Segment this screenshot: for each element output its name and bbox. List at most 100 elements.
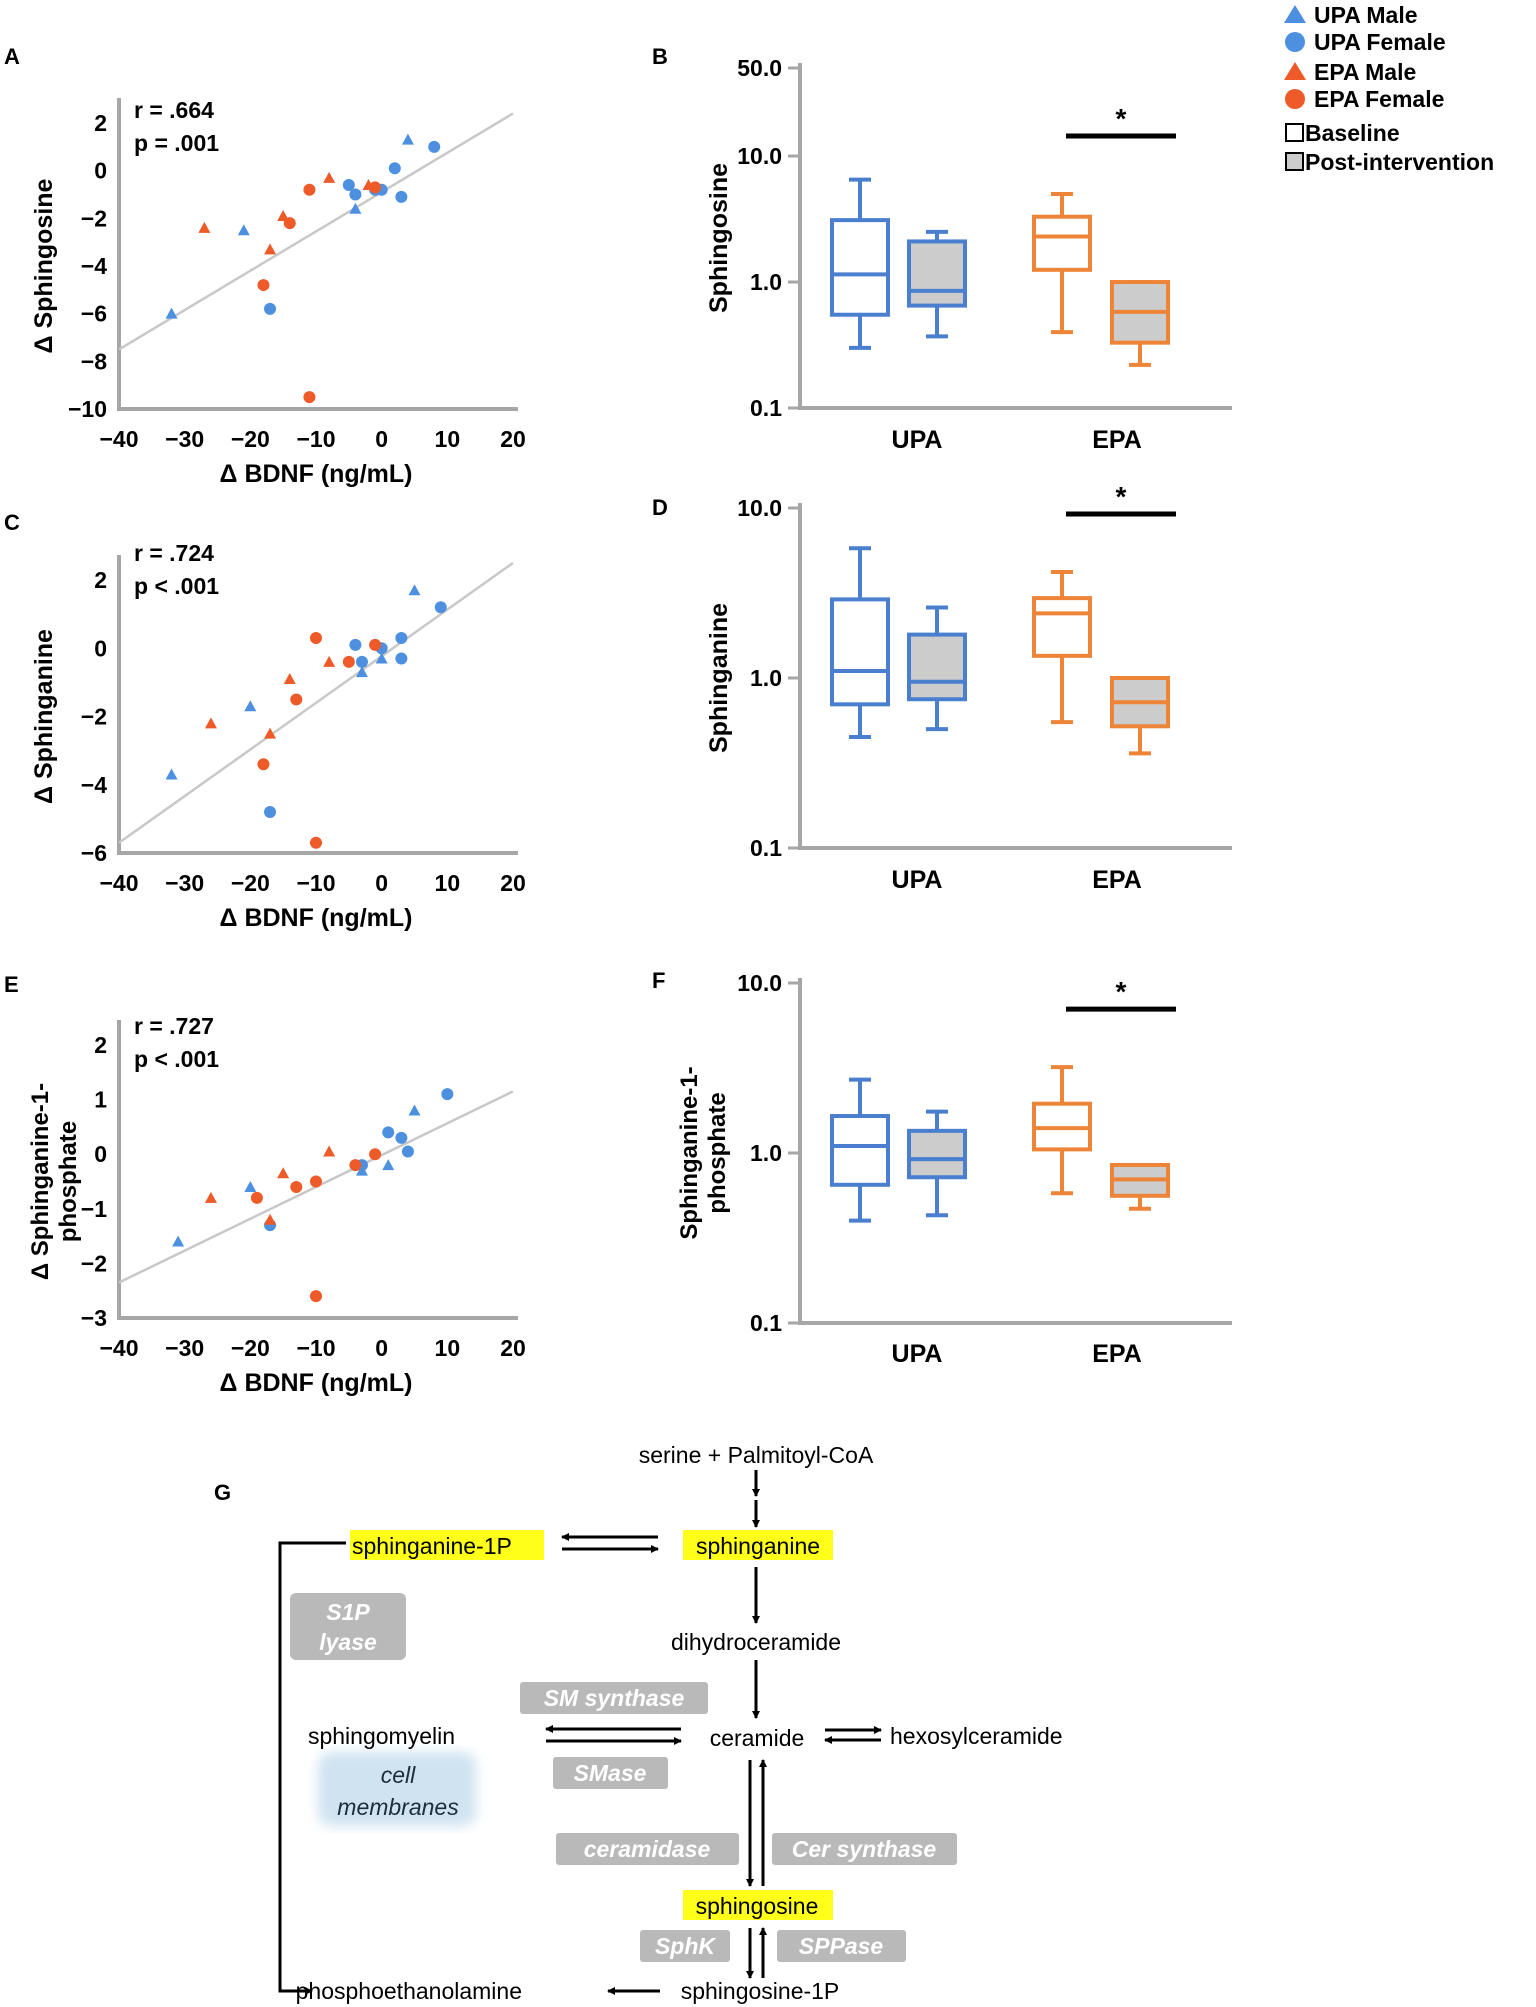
data-point-triangle: [382, 1159, 395, 1171]
x-tick-label: −10: [296, 1335, 335, 1361]
metabolite-sphingomyelin: sphingomyelin: [308, 1723, 455, 1749]
cell-membranes-label-2: membranes: [337, 1794, 459, 1820]
data-point-circle: [349, 638, 362, 651]
enzyme-box-ceramidase: [556, 1833, 739, 1865]
data-point-circle: [303, 391, 316, 404]
y-tick-label: −8: [81, 348, 107, 374]
x-category-label: UPA: [892, 866, 943, 894]
enzyme-smase: SMase: [574, 1760, 647, 1786]
stat-p: p < .001: [134, 1046, 219, 1072]
data-point-circle: [310, 632, 322, 645]
data-point-triangle: [323, 1145, 336, 1157]
data-point-circle: [369, 638, 382, 651]
x-tick-label: −30: [165, 870, 204, 896]
enzyme-box-s1p-lyase: [290, 1593, 406, 1660]
y-tick-label: −2: [81, 704, 107, 730]
y-tick-label: 10.0: [737, 495, 782, 521]
box-panel-f: 10.0 1.0 0.1 UPA EPA Sphinganine-1- phosphate *: [676, 970, 1232, 1368]
panel-label-d: D: [652, 495, 668, 520]
data-point-circle: [250, 1191, 263, 1204]
data-point-triangle: [165, 307, 178, 319]
data-point-triangle: [277, 1167, 290, 1179]
iqr-box: [907, 239, 967, 308]
iqr-box: [830, 1114, 890, 1187]
box-panel-d: 10.0 1.0 0.1 UPA EPA Sphinganine *: [705, 481, 1232, 894]
panel-label-b: B: [652, 44, 668, 69]
highlight-sphingosine: [683, 1890, 833, 1920]
data-point-triangle: [401, 133, 414, 145]
data-point-circle: [395, 632, 408, 645]
data-point-triangle: [408, 1104, 421, 1116]
box-panel-b: 50.0 10.0 1.0 0.1 UPA EPA Sphingosine *: [705, 55, 1232, 454]
x-tick-label: −30: [165, 426, 204, 452]
y-tick-label: 10.0: [737, 143, 782, 169]
metabolite-dihydroceramide: dihydroceramide: [671, 1629, 841, 1655]
box-epa-post: [1110, 280, 1170, 367]
data-point-circle: [264, 806, 277, 819]
legend-epa-male-marker: [1284, 62, 1306, 80]
box-epa-baseline: [1032, 570, 1092, 725]
data-point-circle: [369, 181, 382, 194]
y-axis-label: Δ Sphinganine: [30, 629, 58, 804]
metabolite-sphinganine-1p: sphinganine-1P: [352, 1533, 512, 1559]
data-point-circle: [441, 1088, 454, 1101]
data-point-triangle: [283, 672, 296, 684]
legend-upa-male-marker: [1284, 5, 1306, 23]
regression-line: [118, 112, 514, 351]
regression-line: [118, 561, 514, 844]
stat-p: p = .001: [134, 130, 219, 156]
y-tick-label: −2: [81, 205, 107, 231]
x-category-label: EPA: [1092, 866, 1142, 894]
legend-baseline-swatch: [1285, 123, 1304, 142]
y-tick-label: 2: [94, 567, 107, 593]
x-tick-label: 0: [375, 870, 388, 896]
x-tick-label: 20: [500, 870, 526, 896]
metabolite-ceramide: ceramide: [710, 1725, 805, 1751]
enzyme-box-sphk: [640, 1930, 730, 1962]
legend-epa-female: EPA Female: [1314, 86, 1444, 112]
box-epa-baseline: [1032, 191, 1092, 335]
data-point-circle: [342, 178, 355, 191]
x-tick-label: 20: [500, 426, 526, 452]
data-point-triangle: [349, 202, 362, 214]
box-upa-baseline: [830, 546, 890, 739]
significance-star: *: [1116, 976, 1127, 1007]
box-upa-post: [907, 605, 967, 732]
y-tick-label: 1.0: [750, 665, 782, 691]
enzyme-s1p-lyase-1: S1P: [326, 1599, 370, 1625]
box-epa-baseline: [1032, 1065, 1092, 1196]
data-point-triangle: [165, 768, 178, 780]
data-point-triangle: [204, 717, 217, 729]
y-tick-label: 0.1: [750, 395, 782, 421]
panel-label-g: G: [214, 1480, 231, 1505]
stat-p: p < .001: [134, 573, 219, 599]
stat-r: r = .724: [134, 540, 214, 566]
data-point-circle: [290, 693, 303, 706]
data-point-triangle: [277, 209, 290, 221]
enzyme-sphk: SphK: [655, 1933, 716, 1959]
enzyme-sppase: SPPase: [799, 1933, 884, 1959]
arrow-sphinganine-1p-to-phosphoethanolamine: [278, 1541, 346, 1995]
y-tick-label: 1: [94, 1087, 107, 1113]
metabolite-sphinganine: sphinganine: [696, 1533, 820, 1559]
box-upa-baseline: [830, 177, 890, 350]
cell-membranes-glow: [318, 1752, 476, 1826]
x-tick-label: 0: [375, 426, 388, 452]
legend-upa-female-marker: [1285, 32, 1305, 52]
data-point-triangle: [264, 243, 277, 255]
y-axis-label-line-2: phosphate: [55, 1121, 82, 1242]
y-axis-label: Sphinganine: [705, 603, 733, 753]
data-point-triangle: [408, 584, 421, 596]
x-tick-label: −20: [231, 1335, 270, 1361]
x-tick-label: 20: [500, 1335, 526, 1361]
box-upa-post: [907, 229, 967, 339]
data-point-circle: [342, 655, 355, 668]
data-point-circle: [382, 1126, 395, 1139]
y-tick-label: 0: [94, 1141, 107, 1167]
y-tick-label: −4: [81, 772, 107, 798]
data-point-triangle: [237, 224, 250, 236]
highlight-sphinganine: [683, 1530, 833, 1560]
